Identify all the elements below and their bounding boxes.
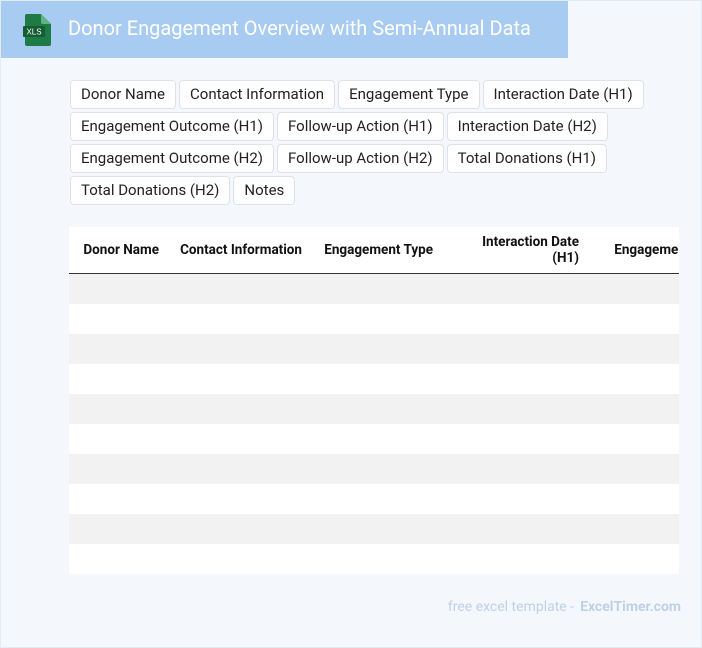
table-cell [169,544,312,574]
table-cell [443,273,589,304]
table-cell [312,333,443,364]
table-row [69,453,679,484]
table-cell [312,393,443,424]
table-row [69,364,679,394]
column-header: Contact Information [169,227,312,274]
table-cell [169,364,312,394]
table-cell [443,484,589,514]
column-header: Engagement Type [312,227,443,274]
footer-link[interactable]: ExcelTimer.com [580,599,681,615]
table-cell [169,484,312,514]
table-row [69,484,679,514]
table-cell [443,513,589,544]
footer-text: free excel template - [447,599,575,615]
table-cell [589,484,679,514]
column-header: Engagement Outcome (H1) [589,227,679,274]
column-tag: Interaction Date (H2) [446,112,608,141]
column-tag: Notes [233,176,296,205]
column-tag: Follow-up Action (H1) [277,112,444,141]
table-row [69,393,679,424]
table-cell [69,304,169,334]
table-cell [169,393,312,424]
table-cell [169,273,312,304]
footer: free excel template - ExcelTimer.com [448,599,681,615]
table-cell [169,304,312,334]
table-cell [589,273,679,304]
column-tag: Contact Information [179,80,336,109]
table-row [69,544,679,574]
table-cell [589,513,679,544]
column-header: Donor Name [69,227,169,274]
table-cell [312,513,443,544]
table-cell [312,304,443,334]
table-cell [443,333,589,364]
table-cell [69,453,169,484]
column-tag: Donor Name [70,80,177,109]
table-cell [589,544,679,574]
table-row [69,513,679,544]
table-row [69,333,679,364]
column-tag: Interaction Date (H1) [482,80,644,109]
table-cell [69,393,169,424]
column-tag: Engagement Type [338,80,480,109]
table-cell [169,333,312,364]
table-cell [312,484,443,514]
table-cell [589,424,679,454]
table-cell [69,273,169,304]
svg-text:XLS: XLS [26,28,41,37]
table-cell [312,424,443,454]
column-tag: Engagement Outcome (H1) [70,112,275,141]
table-cell [69,424,169,454]
table-row [69,304,679,334]
xls-icon: XLS [23,14,51,46]
table-cell [69,544,169,574]
table-cell [443,453,589,484]
table-cell [443,364,589,394]
table-cell [69,333,169,364]
table-cell [312,364,443,394]
table-cell [312,544,443,574]
table-row [69,273,679,304]
table-cell [69,513,169,544]
table-cell [589,453,679,484]
column-tag: Engagement Outcome (H2) [70,144,275,173]
table-cell [443,393,589,424]
table-cell [69,364,169,394]
table-cell [312,273,443,304]
table-cell [169,513,312,544]
table: Donor Name Contact Information Engagement … [69,227,679,574]
table-cell [312,453,443,484]
table-cell [443,424,589,454]
table-container: Donor Name Contact Information Engagement … [69,227,679,574]
title: Donor Engagement Overview with Semi-Annu… [68,16,531,40]
header-row: Donor Name Contact Information Engagement … [69,227,679,274]
table-cell [169,453,312,484]
table-cell [69,484,169,514]
table-cell [169,424,312,454]
column-tags: Donor Name Contact Information Engagement … [70,80,670,205]
table-cell [443,304,589,334]
table-row [69,424,679,454]
column-tag: Total Donations (H2) [70,176,231,205]
column-tag: Total Donations (H1) [446,144,608,173]
table-cell [589,304,679,334]
table-cell [589,333,679,364]
header: XLS Donor Engagement Overview with Semi-… [1,1,568,58]
table-cell [589,364,679,394]
column-tag: Follow-up Action (H2) [277,144,444,173]
table-cell [589,393,679,424]
column-header: Interaction Date (H1) [443,227,589,274]
table-cell [443,544,589,574]
